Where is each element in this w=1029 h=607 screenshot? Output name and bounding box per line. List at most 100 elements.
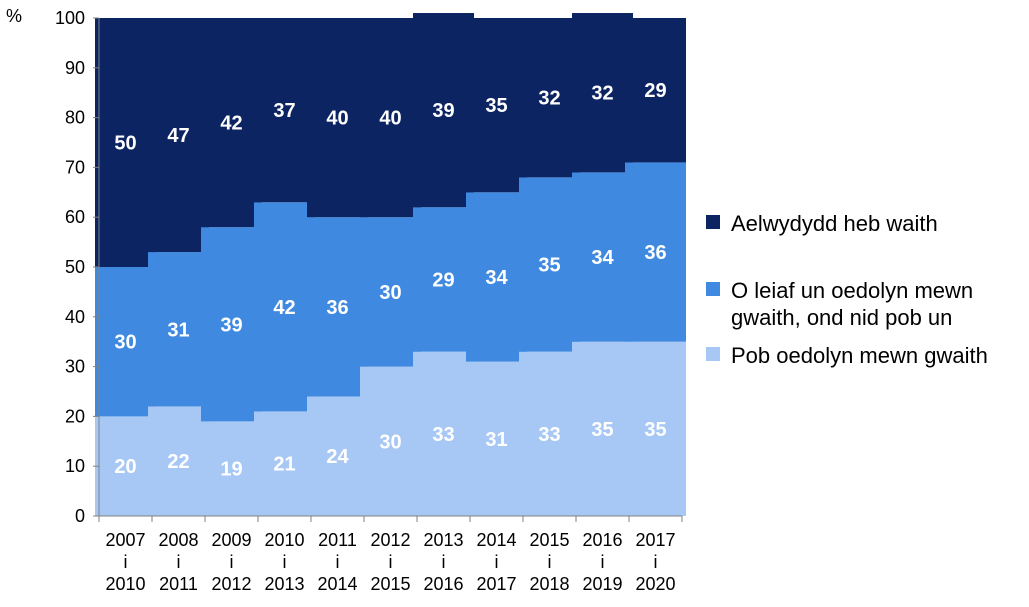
bar-segment	[572, 172, 633, 342]
bar-segment	[201, 227, 262, 422]
bar-segment	[148, 406, 209, 516]
bar-segment	[466, 361, 527, 516]
bar-segment	[254, 18, 315, 203]
bar-segment	[413, 207, 474, 352]
y-tick-label: 40	[65, 307, 85, 327]
data-label: 31	[485, 429, 507, 451]
data-label: 34	[485, 267, 508, 289]
bar-segment	[307, 217, 368, 397]
legend-swatch	[706, 282, 720, 296]
data-label: 42	[273, 297, 295, 319]
legend: Aelwydydd heb waith O leiaf un oedolyn me…	[706, 211, 988, 368]
y-tick-label: 70	[65, 157, 85, 177]
data-label: 47	[167, 125, 189, 147]
data-label: 35	[538, 255, 560, 277]
data-label: 34	[591, 247, 614, 269]
data-label: 22	[167, 451, 189, 473]
bar-segment	[519, 177, 580, 352]
bar-segment	[254, 411, 315, 516]
bar-segment	[413, 351, 474, 516]
data-label: 40	[379, 108, 401, 130]
bar-segment	[413, 13, 474, 208]
bar-segment	[201, 18, 262, 228]
bar-segment	[466, 192, 527, 362]
data-label: 36	[644, 242, 666, 264]
data-label: 35	[644, 419, 666, 441]
bar-segment	[254, 202, 315, 412]
y-tick-label: 100	[55, 8, 85, 28]
bar-segment	[625, 18, 686, 163]
data-label: 39	[220, 314, 242, 336]
bar-segment	[572, 341, 633, 516]
x-tick-label: 2009 i 2012	[211, 530, 251, 594]
data-label: 30	[379, 431, 401, 453]
axes-group: 0 10 20 30 40 50 60 70 80 90 100% 2007 i 2010 2008 i 201…	[6, 6, 683, 594]
data-label: 37	[273, 100, 295, 122]
bar-segment	[466, 18, 527, 193]
y-tick-label: 0	[75, 506, 85, 526]
bar-segment	[625, 162, 686, 342]
data-label: 50	[114, 133, 136, 155]
data-label: 32	[591, 83, 613, 105]
data-label: 36	[326, 297, 348, 319]
data-label: 19	[220, 459, 242, 481]
x-tick-label: 2017 i 2020	[635, 530, 675, 594]
y-tick-label: 20	[65, 406, 85, 426]
bar-segment	[201, 421, 262, 516]
bar-segment	[625, 341, 686, 516]
bar-segment	[148, 252, 209, 407]
bar-segment	[360, 18, 421, 218]
data-label: 42	[220, 113, 242, 135]
data-label: 29	[432, 269, 454, 291]
x-tick-label: 2013 i 2016	[423, 530, 463, 594]
bar-segment	[519, 18, 580, 178]
data-label: 24	[326, 446, 349, 468]
data-label: 29	[644, 80, 666, 102]
data-label: 32	[538, 88, 560, 110]
legend-swatch	[706, 347, 720, 361]
bar-segment	[360, 217, 421, 367]
data-label: 20	[114, 456, 136, 478]
bar-segment	[307, 18, 368, 218]
x-tick-label: 2007 i 2010	[105, 530, 145, 594]
legend-swatch	[706, 215, 720, 229]
data-label: 40	[326, 108, 348, 130]
bar-segment	[360, 366, 421, 516]
bar-segment	[572, 13, 633, 173]
x-tick-label: 2008 i 2011	[158, 530, 198, 594]
y-tick-label: 10	[65, 456, 85, 476]
bar-segment	[95, 416, 156, 516]
bar-segment	[307, 396, 368, 516]
data-label: 31	[167, 319, 189, 341]
data-label: 21	[273, 454, 295, 476]
data-label: 39	[432, 100, 454, 122]
data-label: 30	[114, 332, 136, 354]
data-label: 35	[591, 419, 613, 441]
x-tick-label: 2012 i 2015	[370, 530, 410, 594]
x-tick-label: 2014 i 2017	[476, 530, 516, 594]
x-tick-label: 2011 i 2014	[317, 530, 357, 594]
y-tick-label: 80	[65, 108, 85, 128]
y-tick-label: 60	[65, 207, 85, 227]
data-label: 33	[538, 424, 560, 446]
y-tick-label: 90	[65, 58, 85, 78]
data-label: 35	[485, 95, 507, 117]
bar-segment	[148, 18, 209, 253]
y-tick-label: 30	[65, 357, 85, 377]
y-axis-label: %	[6, 6, 22, 26]
x-tick-label: 2010 i 2013	[264, 530, 304, 594]
bar-segment	[519, 351, 580, 516]
data-label: 30	[379, 282, 401, 304]
y-tick-label: 50	[65, 257, 85, 277]
legend-label: O leiaf un oedolyn mewn gwaith, ond nid p…	[731, 278, 973, 330]
bar-segment	[95, 267, 156, 417]
bar-segment	[95, 18, 156, 267]
x-tick-label: 2015 i 2018	[529, 530, 569, 594]
bars-group	[95, 13, 686, 516]
data-label: 33	[432, 424, 454, 446]
data-labels-group: 20 30 50 22 31 47 19 39 42 21 42 37 24 36 40 30 30 40 33 29…	[114, 80, 666, 480]
x-tick-label: 2016 i 2019	[582, 530, 622, 594]
legend-label: Aelwydydd heb waith	[731, 211, 938, 236]
legend-label: Pob oedolyn mewn gwaith	[731, 343, 988, 368]
